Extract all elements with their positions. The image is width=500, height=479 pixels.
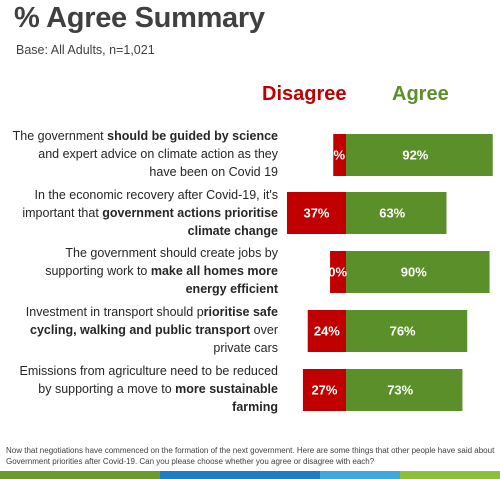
statement-label: In the economic recovery after Covid-19,… — [8, 186, 278, 240]
disagree-bar — [307, 310, 346, 352]
statement-bold-text: should be guided by science — [107, 129, 278, 143]
statement-text: Investment in transport should p — [25, 305, 204, 319]
page-title: % Agree Summary — [14, 2, 265, 34]
agree-bar — [346, 369, 463, 411]
footer-color-segment — [400, 471, 500, 479]
question-footnote: Now that negotiations have commenced on … — [6, 446, 495, 466]
agree-value-label: 92% — [402, 148, 428, 163]
agree-bar — [346, 310, 468, 352]
footer-color-segment — [160, 471, 320, 479]
statement-label: Emissions from agriculture need to be re… — [8, 362, 278, 416]
agree-header: Agree — [392, 83, 449, 105]
disagree-value-label: 37% — [303, 206, 329, 221]
statement-label: The government should create jobs by sup… — [8, 244, 278, 298]
base-subtitle: Base: All Adults, n=1,021 — [16, 43, 155, 57]
statement-text: In the economic recovery after Covid-19,… — [22, 188, 278, 220]
statement-bold-text: rioritise safe cycling, walking and publ… — [30, 305, 278, 337]
statement-text: over private cars — [213, 323, 278, 355]
statement-text: The government — [12, 129, 108, 143]
disagree-bar — [302, 369, 346, 411]
disagree-bar — [286, 192, 346, 234]
statement-text: The government should create jobs by sup… — [45, 246, 278, 278]
disagree-bar — [330, 251, 346, 293]
statement-text: Emissions from agriculture need to be re… — [19, 364, 278, 396]
agree-bar — [346, 134, 493, 176]
footer-color-segment — [320, 471, 400, 479]
footer-color-segment — [0, 471, 160, 479]
statement-bold-text: make all homes more energy efficient — [150, 264, 278, 296]
statement-text: and expert advice on climate action as t… — [38, 147, 278, 179]
statement-label: The government should be guided by scien… — [8, 127, 278, 181]
statement-bold-text: government actions prioritise climate ch… — [102, 206, 278, 238]
disagree-value-label: 8% — [326, 148, 345, 163]
agree-bar — [346, 192, 447, 234]
agree-value-label: 63% — [379, 206, 405, 221]
disagree-value-label: 27% — [311, 383, 337, 398]
agree-bar — [346, 251, 490, 293]
disagree-header: Disagree — [262, 83, 347, 105]
disagree-bar — [333, 134, 346, 176]
agree-value-label: 90% — [401, 265, 427, 280]
statement-label: Investment in transport should prioritis… — [8, 303, 278, 357]
agree-value-label: 76% — [390, 324, 416, 339]
statement-bold-text: more sustainable farming — [175, 382, 278, 414]
disagree-value-label: 24% — [314, 324, 340, 339]
agree-value-label: 73% — [387, 383, 413, 398]
disagree-value-label: 10% — [321, 265, 347, 280]
